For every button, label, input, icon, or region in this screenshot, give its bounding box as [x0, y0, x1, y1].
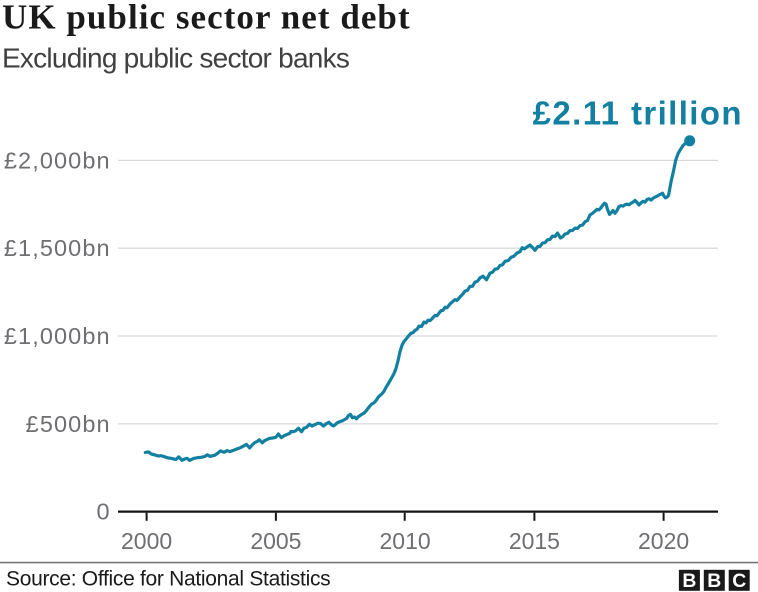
svg-text:£500bn: £500bn [26, 411, 111, 437]
svg-text:£1,500bn: £1,500bn [4, 235, 111, 261]
svg-text:2005: 2005 [250, 528, 301, 554]
svg-text:2000: 2000 [121, 528, 172, 554]
svg-text:C: C [732, 570, 746, 592]
svg-text:B: B [707, 570, 721, 592]
svg-text:2010: 2010 [380, 528, 431, 554]
svg-text:2015: 2015 [509, 528, 560, 554]
svg-text:UK public sector net debt: UK public sector net debt [2, 0, 411, 37]
svg-text:Source: Office for National St: Source: Office for National Statistics [6, 568, 330, 591]
svg-text:£1,000bn: £1,000bn [4, 323, 111, 349]
svg-text:£2,000bn: £2,000bn [4, 147, 111, 173]
svg-text:2020: 2020 [638, 528, 689, 554]
svg-text:B: B [682, 570, 696, 592]
svg-text:Excluding public sector banks: Excluding public sector banks [2, 42, 349, 73]
svg-text:0: 0 [97, 499, 111, 525]
svg-text:£2.11 trillion: £2.11 trillion [533, 94, 743, 131]
